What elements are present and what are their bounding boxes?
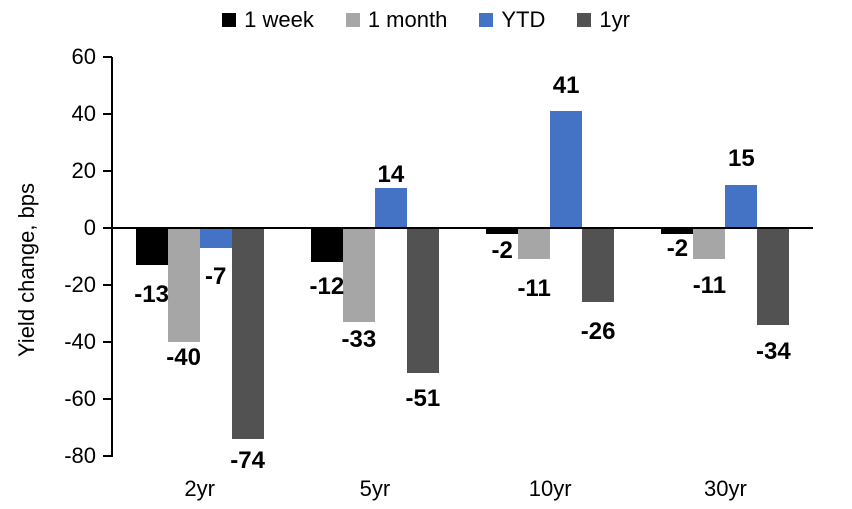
bar [199, 228, 232, 248]
bar [406, 228, 439, 374]
y-axis-tick-label: -20 [64, 272, 96, 297]
category-label: 2yr [184, 476, 215, 501]
legend-swatch-icon [222, 13, 237, 27]
y-axis-tick-label: 0 [83, 215, 96, 240]
y-axis-tick-label: 60 [71, 44, 96, 69]
bar [310, 228, 343, 263]
bar [582, 228, 615, 303]
bar [135, 228, 168, 266]
legend-label: 1 month [367, 7, 448, 32]
data-label: -7 [204, 262, 227, 290]
x-axis-zero-line [112, 227, 813, 229]
legend-item: YTD [479, 8, 545, 32]
bar [693, 228, 726, 260]
bar [661, 228, 694, 234]
category-label: 5yr [359, 476, 391, 501]
y-axis-tick-label: 40 [71, 101, 96, 126]
y-axis-tick [103, 284, 112, 286]
bar [725, 185, 758, 228]
legend-item: 1 month [345, 7, 448, 32]
data-label: -2 [666, 234, 689, 262]
bar [342, 228, 375, 323]
y-axis-tick [103, 341, 112, 343]
data-label: -33 [341, 326, 377, 354]
y-axis-tick [103, 227, 112, 229]
legend-item: 1 week [222, 8, 314, 32]
data-label: 15 [728, 145, 755, 173]
bar [518, 228, 551, 260]
legend-label: YTD [501, 7, 546, 32]
y-axis-tick-label: -60 [64, 386, 96, 411]
category-label: 30yr [703, 476, 747, 501]
data-label: -40 [166, 344, 201, 371]
y-axis-tick [103, 113, 112, 115]
y-axis-tick [103, 170, 112, 172]
data-label: 41 [552, 72, 580, 100]
y-axis-tick [103, 398, 112, 400]
data-label: 14 [377, 161, 405, 189]
y-axis-tick-label: 20 [71, 158, 96, 183]
bar [231, 228, 264, 439]
legend-swatch-icon [577, 13, 592, 27]
y-axis-tick-label: -80 [64, 443, 96, 468]
data-label: -74 [230, 446, 265, 474]
bar [167, 228, 200, 342]
bar [486, 228, 519, 234]
y-axis-tick [103, 56, 112, 58]
data-label: -11 [692, 272, 727, 300]
data-label: -2 [491, 236, 513, 264]
bar [757, 228, 790, 325]
data-label: -51 [405, 385, 441, 413]
data-label: -12 [309, 273, 345, 301]
category-label: 10yr [528, 476, 572, 501]
legend-item: 1yr [577, 8, 630, 32]
bar [374, 188, 407, 228]
y-axis-line [111, 57, 113, 457]
legend-label: 1 week [244, 7, 314, 32]
data-label: -26 [580, 318, 616, 346]
data-label: -11 [517, 275, 551, 303]
bar [550, 111, 583, 228]
legend-swatch-icon [345, 13, 360, 27]
data-label: -34 [756, 337, 791, 365]
legend-swatch-icon [479, 13, 494, 27]
legend-label: 1yr [599, 7, 630, 32]
chart-legend: 1 week 1 month YTD 1yr [0, 8, 852, 32]
data-label: -13 [134, 281, 169, 309]
y-axis-tick [103, 455, 112, 457]
y-axis-tick-label: -40 [64, 329, 96, 354]
